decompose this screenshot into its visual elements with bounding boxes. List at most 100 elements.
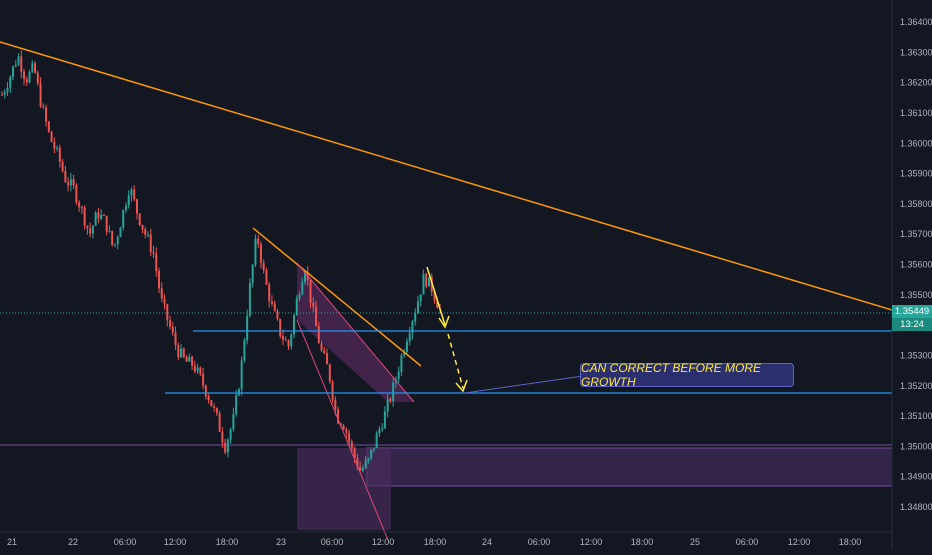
channel-lower-line[interactable] — [296, 319, 389, 541]
candle-body — [273, 303, 276, 311]
candle-body — [422, 273, 425, 295]
candle-body — [353, 448, 356, 458]
candle-body — [312, 302, 315, 307]
candle-body — [124, 205, 127, 210]
time-tick-label: 06:00 — [528, 537, 551, 547]
candle-body — [257, 238, 260, 245]
time-tick-label: 06:00 — [114, 537, 137, 547]
price-tick-label: 1.35300 — [900, 350, 932, 360]
time-tick-label: 12:00 — [788, 537, 811, 547]
candle-body — [102, 214, 105, 216]
candle-body — [133, 189, 136, 200]
candle-body — [392, 382, 395, 402]
time-tick-label: 12:00 — [164, 537, 187, 547]
projection-arrowhead-1 — [438, 315, 450, 329]
candle-body — [20, 56, 23, 72]
minor-downtrend-line[interactable] — [252, 227, 422, 367]
price-tick-label: 1.35000 — [900, 441, 932, 451]
candle-body — [119, 227, 122, 238]
time-tick-label: 25 — [690, 537, 700, 547]
candle-body — [204, 385, 207, 397]
candle-body — [262, 262, 265, 271]
price-tick-label: 1.35800 — [900, 199, 932, 209]
candle-body — [160, 288, 163, 299]
candle-body — [86, 225, 89, 229]
annotation-label[interactable]: CAN CORRECT BEFORE MORE GROWTH — [580, 361, 794, 389]
candle-body — [105, 215, 108, 232]
candle-body — [193, 365, 196, 372]
last-price-badge: 1.35449 — [892, 305, 932, 318]
channel-upper-line[interactable] — [296, 262, 415, 403]
candle-body — [364, 460, 367, 468]
candle-body — [315, 306, 318, 327]
candle-body — [268, 284, 271, 302]
price-tick-label: 1.35100 — [900, 411, 932, 421]
price-tick-label: 1.35200 — [900, 381, 932, 391]
candle-body — [23, 71, 26, 80]
candle-body — [295, 298, 298, 316]
candle-body — [111, 230, 114, 245]
projection-arrow-2 — [447, 333, 464, 389]
candle-body — [180, 348, 183, 358]
candle-body — [169, 319, 172, 327]
candle-body — [229, 429, 232, 440]
candle-body — [383, 411, 386, 429]
candle-body — [425, 273, 428, 287]
candle-body — [78, 202, 81, 208]
time-tick-label: 06:00 — [736, 537, 759, 547]
candle-body — [9, 76, 12, 88]
candle-body — [389, 399, 392, 402]
candle-body — [400, 355, 403, 372]
candle-body — [1, 94, 3, 96]
candle-body — [416, 301, 419, 314]
candle-body — [403, 351, 406, 356]
candle-body — [309, 280, 312, 303]
candle-body — [348, 432, 351, 442]
candle-body — [127, 195, 130, 206]
candle-body — [411, 321, 414, 334]
candle-body — [31, 63, 34, 72]
candle-body — [72, 179, 75, 186]
candle-body — [6, 87, 9, 92]
candle-body — [34, 63, 37, 73]
candle-body — [97, 212, 100, 219]
time-tick-label: 21 — [7, 537, 17, 547]
candle-body — [350, 441, 353, 449]
candle-body — [372, 447, 375, 450]
candle-body — [94, 212, 97, 226]
candle-body — [287, 340, 290, 347]
candle-body — [17, 56, 20, 65]
candle-body — [130, 189, 133, 196]
price-tick-label: 1.35500 — [900, 290, 932, 300]
major-downtrend-line[interactable] — [0, 41, 893, 311]
time-tick-label: 22 — [68, 537, 78, 547]
candle-body — [36, 72, 39, 84]
candle-body — [304, 272, 307, 283]
candle-body — [152, 251, 155, 254]
candle-body — [276, 310, 279, 320]
candle-body — [323, 350, 326, 354]
candle-body — [342, 425, 345, 430]
time-tick-label: 12:00 — [372, 537, 395, 547]
candle-body — [405, 341, 408, 352]
candle-body — [58, 147, 61, 162]
candle-body — [293, 315, 295, 335]
candle-body — [56, 147, 59, 149]
candle-body — [67, 182, 70, 186]
candle-body — [265, 270, 268, 285]
demand-zone[interactable] — [366, 447, 893, 487]
candle-body — [248, 282, 251, 316]
candle-body — [185, 357, 188, 362]
candle-body — [235, 395, 238, 414]
candle-body — [177, 345, 180, 358]
candle-body — [246, 315, 249, 341]
candle-body — [64, 170, 67, 183]
time-tick-label: 12:00 — [580, 537, 603, 547]
candle-body — [334, 399, 337, 410]
candle-body — [326, 353, 329, 365]
candle-body — [39, 83, 42, 107]
projection-arrowhead-2 — [455, 379, 468, 393]
candle-body — [191, 356, 194, 366]
